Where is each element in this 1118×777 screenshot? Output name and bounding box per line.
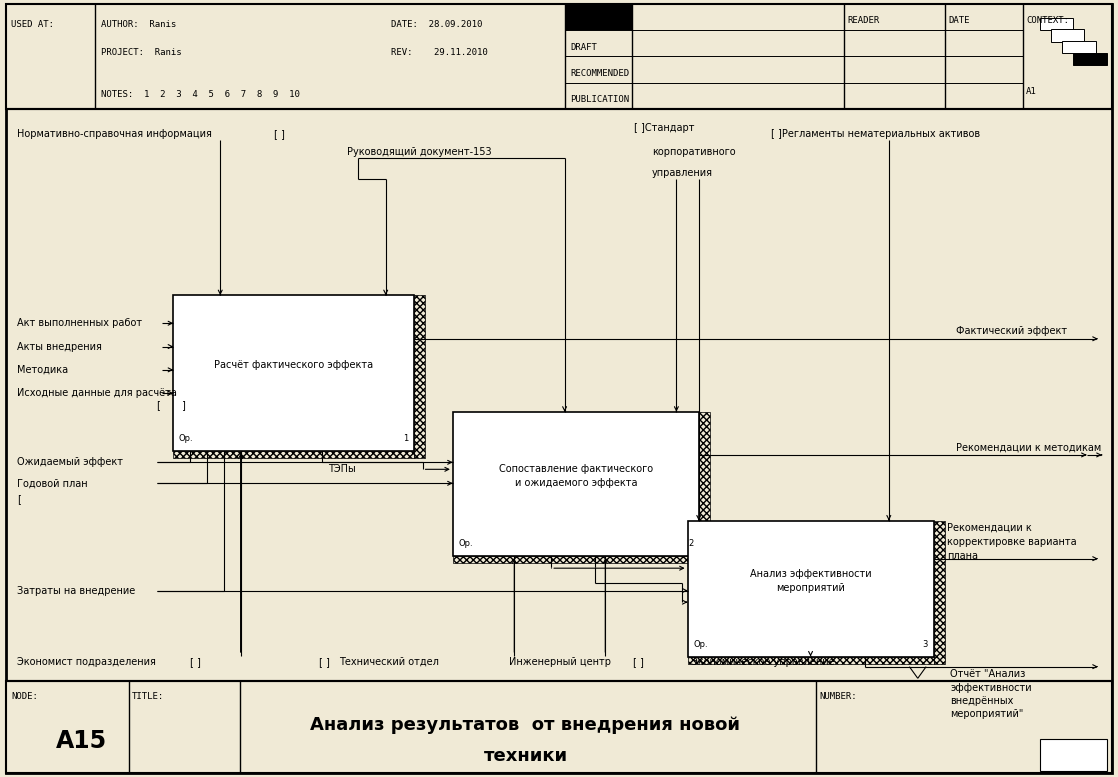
Text: Отчёт "Анализ: Отчёт "Анализ bbox=[950, 670, 1025, 679]
Text: WORKING: WORKING bbox=[570, 16, 608, 26]
Text: мероприятий": мероприятий" bbox=[950, 709, 1024, 719]
Bar bbox=[1073, 53, 1107, 65]
Text: 3: 3 bbox=[922, 639, 928, 649]
Text: управления: управления bbox=[652, 169, 713, 178]
Text: NUMBER:: NUMBER: bbox=[819, 692, 858, 702]
Text: ]: ] bbox=[181, 400, 184, 409]
Text: внедрённых: внедрённых bbox=[950, 696, 1014, 706]
Text: Исходные данные для расчёта: Исходные данные для расчёта bbox=[17, 388, 177, 398]
Text: [ ]Регламенты нематериальных активов: [ ]Регламенты нематериальных активов bbox=[771, 129, 980, 138]
Text: Руководящий документ-153: Руководящий документ-153 bbox=[347, 147, 491, 156]
Text: техники: техники bbox=[483, 747, 568, 765]
Text: Годовой план: Годовой план bbox=[17, 479, 87, 488]
Bar bbox=[453, 556, 699, 563]
Bar bbox=[699, 412, 710, 563]
Text: Рекомендации к: Рекомендации к bbox=[947, 523, 1032, 532]
Bar bbox=[688, 657, 934, 664]
Text: [: [ bbox=[17, 494, 20, 503]
Text: ТЭПы: ТЭПы bbox=[328, 464, 356, 473]
Text: Ор.: Ор. bbox=[693, 639, 708, 649]
Text: Ор.: Ор. bbox=[458, 538, 473, 548]
Bar bbox=[6, 681, 1112, 773]
Bar bbox=[414, 295, 425, 458]
Text: RECOMMENDED: RECOMMENDED bbox=[570, 69, 629, 78]
Text: плана: плана bbox=[947, 551, 978, 560]
Text: Анализ результатов  от внедрения новой: Анализ результатов от внедрения новой bbox=[311, 716, 740, 734]
Text: 2: 2 bbox=[688, 538, 693, 548]
Bar bbox=[934, 521, 945, 664]
Text: [ ]Стандарт: [ ]Стандарт bbox=[634, 124, 694, 133]
Text: [ ]: [ ] bbox=[274, 129, 285, 138]
Text: REV:    29.11.2010: REV: 29.11.2010 bbox=[391, 48, 489, 57]
Text: Анализ эффективности
мероприятий: Анализ эффективности мероприятий bbox=[750, 569, 871, 593]
Text: NODE:: NODE: bbox=[11, 692, 38, 702]
Text: DRAFT: DRAFT bbox=[570, 43, 597, 52]
Text: Рекомендации к методикам: Рекомендации к методикам bbox=[956, 442, 1101, 452]
Bar bbox=[173, 295, 414, 451]
Text: корректировке варианта: корректировке варианта bbox=[947, 537, 1077, 546]
Text: [ ]: [ ] bbox=[633, 657, 644, 667]
Text: Ор.: Ор. bbox=[179, 434, 193, 443]
Text: Сопоставление фактического
и ожидаемого эффекта: Сопоставление фактического и ожидаемого … bbox=[499, 464, 653, 488]
Text: PROJECT:  Ranis: PROJECT: Ranis bbox=[101, 48, 181, 57]
Text: CONTEXT:: CONTEXT: bbox=[1026, 16, 1069, 26]
Bar bbox=[453, 412, 699, 556]
Bar bbox=[173, 451, 414, 458]
Text: Затраты на внедрение: Затраты на внедрение bbox=[17, 586, 135, 595]
Text: корпоративного: корпоративного bbox=[652, 147, 736, 156]
Bar bbox=[1062, 41, 1096, 54]
Text: Акты внедрения: Акты внедрения bbox=[17, 342, 102, 351]
Bar bbox=[6, 4, 1112, 109]
Text: Фактический эффект: Фактический эффект bbox=[956, 326, 1067, 336]
Text: Нормативно-справочная информация: Нормативно-справочная информация bbox=[17, 129, 211, 138]
Text: [ ]: [ ] bbox=[319, 657, 330, 667]
Text: READER: READER bbox=[847, 16, 880, 26]
Bar bbox=[1051, 30, 1084, 42]
Text: Акт выполненных работ: Акт выполненных работ bbox=[17, 319, 142, 328]
Bar bbox=[1040, 739, 1107, 772]
Text: [ ]: [ ] bbox=[190, 657, 201, 667]
Text: Экономическое управление: Экономическое управление bbox=[691, 657, 834, 667]
Text: эффективности: эффективности bbox=[950, 683, 1032, 692]
Text: TITLE:: TITLE: bbox=[132, 692, 164, 702]
Text: DATE:  28.09.2010: DATE: 28.09.2010 bbox=[391, 19, 483, 29]
Text: Методика: Методика bbox=[17, 365, 68, 375]
Text: А15: А15 bbox=[56, 729, 107, 753]
Text: PUBLICATION: PUBLICATION bbox=[570, 95, 629, 104]
Text: Ожидаемый эффект: Ожидаемый эффект bbox=[17, 458, 123, 467]
Text: Инженерный центр: Инженерный центр bbox=[509, 657, 610, 667]
Text: AUTHOR:  Ranis: AUTHOR: Ranis bbox=[101, 19, 176, 29]
Text: Технический отдел: Технический отдел bbox=[339, 657, 438, 667]
Bar bbox=[688, 521, 934, 657]
Text: DATE: DATE bbox=[948, 16, 969, 26]
Bar bbox=[1040, 18, 1073, 30]
Text: Расчёт фактического эффекта: Расчёт фактического эффекта bbox=[214, 361, 373, 370]
Text: A1: A1 bbox=[1026, 87, 1038, 96]
Text: 1: 1 bbox=[402, 434, 408, 443]
Text: USED AT:: USED AT: bbox=[11, 19, 54, 29]
Text: NOTES:  1  2  3  4  5  6  7  8  9  10: NOTES: 1 2 3 4 5 6 7 8 9 10 bbox=[101, 90, 300, 99]
Text: Экономист подразделения: Экономист подразделения bbox=[17, 657, 155, 667]
Text: [: [ bbox=[157, 400, 160, 409]
Bar bbox=[565, 4, 632, 30]
